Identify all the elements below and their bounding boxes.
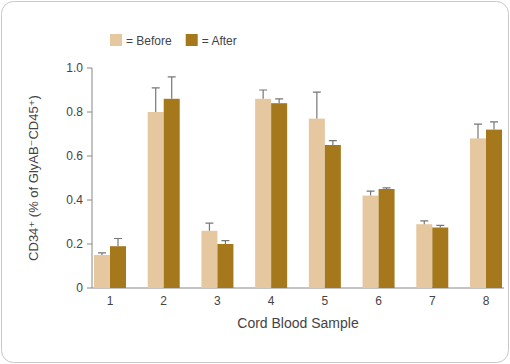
y-tick-label: 1.0 <box>66 61 83 75</box>
bar <box>416 224 432 288</box>
y-tick-label: 0.6 <box>66 149 83 163</box>
bar <box>486 130 502 288</box>
x-tick-label: 3 <box>214 294 221 308</box>
bar <box>94 255 110 288</box>
legend-swatch <box>110 34 122 46</box>
x-tick-label: 7 <box>429 294 436 308</box>
x-tick-label: 5 <box>322 294 329 308</box>
y-tick-label: 0.2 <box>66 237 83 251</box>
x-tick-label: 2 <box>160 294 167 308</box>
y-tick-label: 0.4 <box>66 193 83 207</box>
x-tick-label: 4 <box>268 294 275 308</box>
x-tick-label: 8 <box>483 294 490 308</box>
y-tick <box>87 112 92 113</box>
x-tick-label: 1 <box>107 294 114 308</box>
legend-label: = Before <box>126 34 172 48</box>
error-bar <box>98 253 106 255</box>
bar <box>148 112 164 288</box>
bar <box>432 228 448 289</box>
bar <box>255 99 271 288</box>
error-bar <box>168 77 176 99</box>
bar <box>309 119 325 288</box>
y-axis <box>92 68 93 288</box>
bar <box>217 244 233 288</box>
error-bar <box>221 241 229 244</box>
bar <box>271 103 287 288</box>
y-tick-label: 0 <box>76 281 83 295</box>
y-tick-label: 0.8 <box>66 105 83 119</box>
bar <box>164 99 180 288</box>
error-bar <box>205 223 213 231</box>
bar <box>325 145 341 288</box>
legend-label: = After <box>202 34 237 48</box>
error-bar <box>313 92 321 118</box>
y-axis-label: CD34⁺ (% of GlyAB⁻CD45⁺) <box>26 95 41 261</box>
bar <box>470 138 486 288</box>
frame <box>2 2 509 363</box>
bar <box>201 231 217 288</box>
chart: 0 0.2 0.4 0.6 0.8 1.0 1 2 3 4 5 6 7 8 = Before = After C… <box>0 0 510 364</box>
y-tick <box>87 68 92 69</box>
error-bar <box>152 88 160 112</box>
error-bar <box>383 188 391 189</box>
error-bar <box>367 191 375 195</box>
error-bar <box>259 90 267 99</box>
y-tick <box>87 156 92 157</box>
bar <box>363 196 379 288</box>
bar <box>379 189 395 288</box>
y-tick <box>87 244 92 245</box>
y-tick <box>87 288 92 289</box>
bar <box>110 246 126 288</box>
error-bar <box>275 99 283 103</box>
error-bar <box>114 239 122 247</box>
legend-swatch <box>186 34 198 46</box>
error-bar <box>490 122 498 130</box>
error-bar <box>474 124 482 138</box>
x-tick-label: 6 <box>375 294 382 308</box>
x-axis-label: Cord Blood Sample <box>237 315 359 331</box>
error-bar <box>436 225 444 227</box>
y-tick <box>87 200 92 201</box>
error-bar <box>329 141 337 145</box>
error-bar <box>420 221 428 224</box>
bars <box>94 77 502 288</box>
